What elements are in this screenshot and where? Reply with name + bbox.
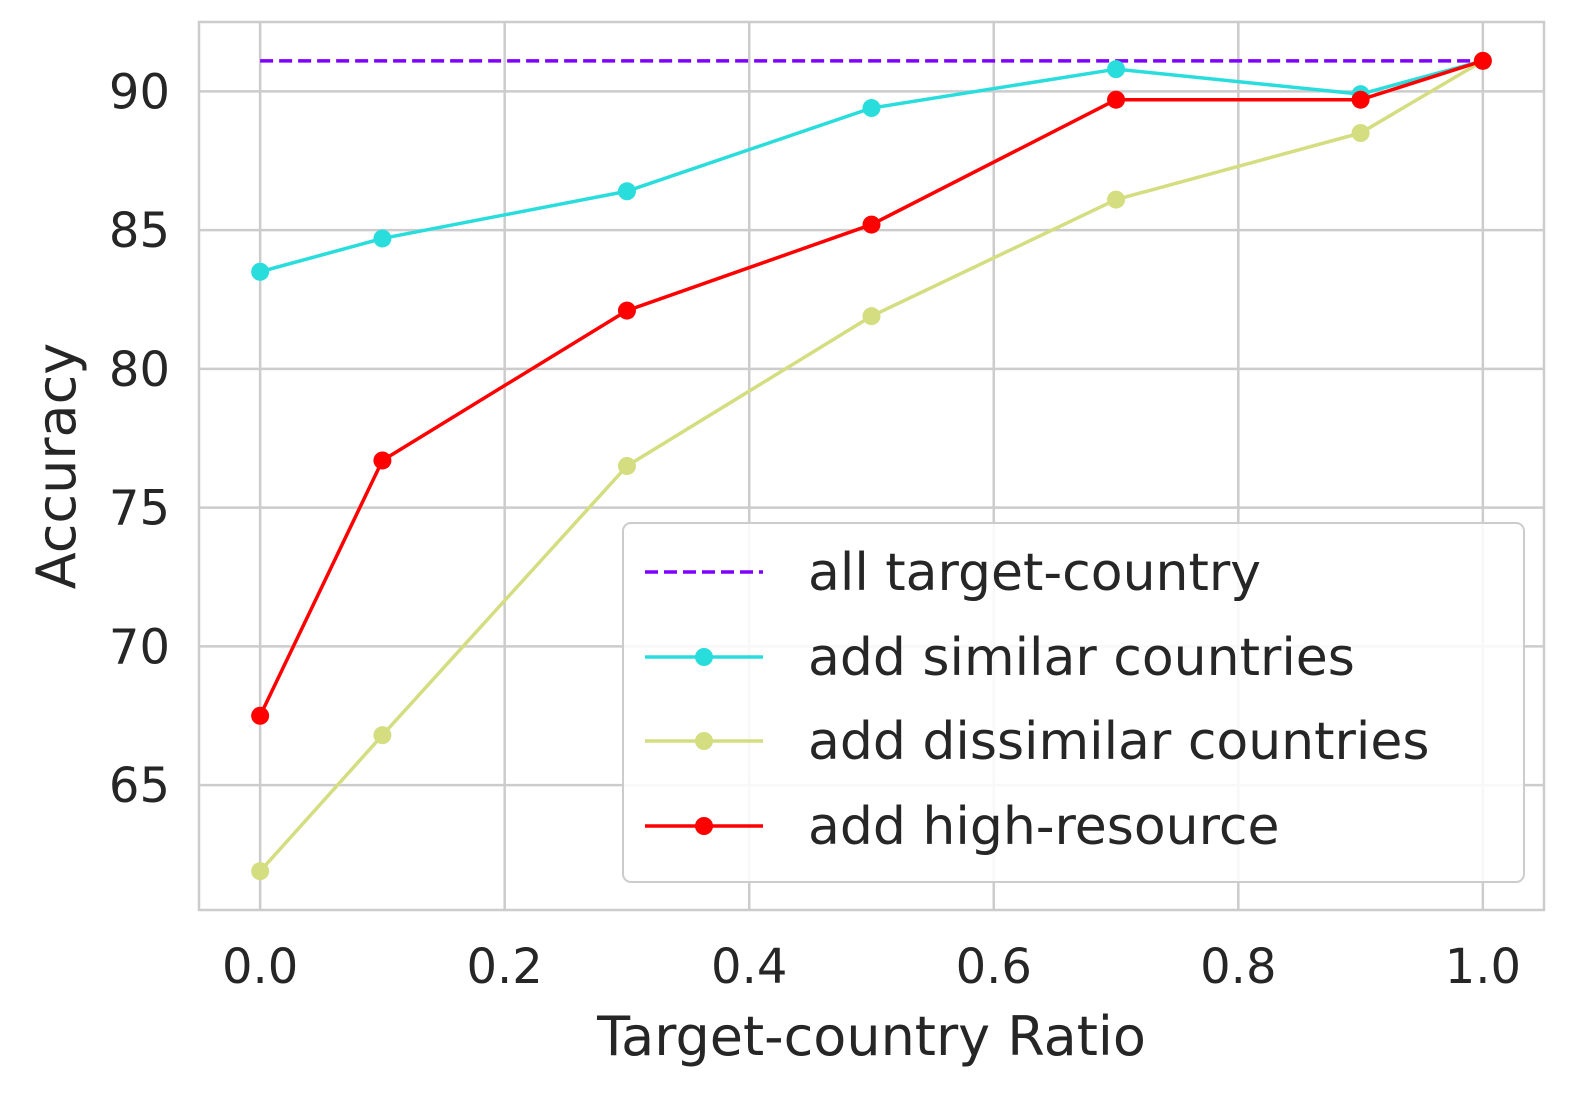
data-point [862,99,881,118]
data-point [862,215,881,234]
y-tick-label: 70 [109,619,170,675]
data-point [1107,190,1126,209]
data-point [1351,90,1370,109]
data-point [617,182,636,201]
y-tick-label: 75 [109,481,170,537]
x-tick-label: 0.8 [1200,939,1276,995]
y-tick-label: 85 [109,203,170,259]
y-tick-label: 65 [109,758,170,814]
legend-marker [695,648,713,666]
data-point [251,862,270,881]
plot-frame [197,20,1546,912]
legend: all target-country add similar countries a… [622,522,1525,883]
y-axis-label: Accuracy [25,343,88,590]
x-tick-label: 0.6 [956,939,1032,995]
x-axis-label: Target-country Ratio [596,1005,1146,1068]
data-point [862,307,881,326]
series-layer [251,51,1492,881]
legend-label: add dissimilar countries [808,712,1429,772]
data-point [251,262,270,281]
x-tick-label: 0.4 [711,939,787,995]
data-point [251,706,270,725]
x-axis-ticks: 0.0 0.2 0.4 0.6 0.8 1.0 [222,939,1521,995]
legend-label: all target-country [808,543,1261,603]
y-axis-ticks: 65 70 75 80 85 90 [109,64,170,814]
data-point [1351,124,1370,142]
data-point [1473,51,1492,70]
x-tick-label: 0.0 [222,939,298,995]
data-point [1107,90,1126,109]
data-point [617,457,636,475]
x-tick-label: 1.0 [1445,939,1521,995]
legend-box [622,522,1525,883]
legend-marker [695,732,713,750]
data-point [373,229,392,248]
legend-label: add high-resource [808,797,1279,857]
legend-label: add similar countries [808,628,1355,688]
y-tick-label: 80 [109,342,170,398]
legend-marker [695,817,713,835]
data-point [373,726,392,745]
series-add-high-resource [251,51,1492,725]
y-tick-label: 90 [109,64,170,120]
data-point [617,301,636,320]
x-tick-label: 0.2 [467,939,543,995]
data-point [1107,60,1126,79]
data-point [373,451,392,470]
